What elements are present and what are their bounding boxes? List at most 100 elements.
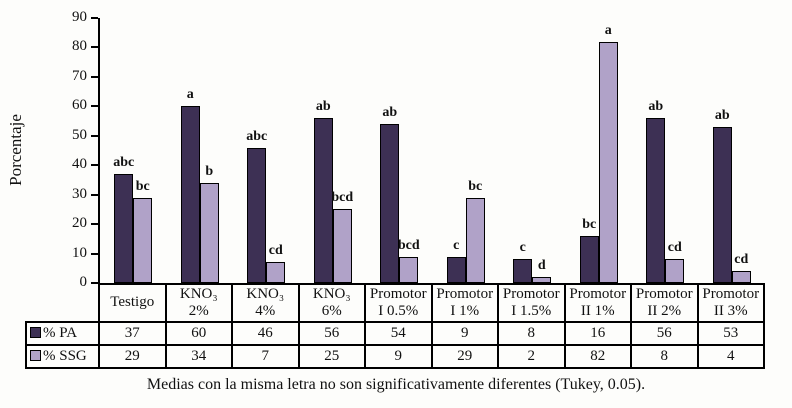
y-tick-mark [91,193,98,196]
bar-ssg [532,277,552,283]
table-row-pa: % PA 37 60 46 56 54 9 8 16 56 53 [25,320,765,346]
significance-letter: a [604,22,612,38]
y-tick-mark [91,164,98,167]
table-corner-spacer [26,284,99,322]
y-tick-mark [91,134,98,137]
y-tick-label: 40 [72,156,87,173]
category-header-cell: Promotor I 1.5% [497,283,566,323]
value-cell-pa: 60 [164,320,233,346]
value-cell-pa: 16 [563,320,632,346]
significance-letter: b [205,163,214,179]
bar-ssg [266,262,286,283]
y-tick-label: 30 [72,185,87,202]
significance-letter: d [537,258,546,274]
significance-letter: ab [382,105,398,120]
category-header-cell: Promotor I 0.5% [364,283,433,323]
value-cell-pa: 53 [696,320,765,346]
significance-letter: c [519,240,526,256]
category-header-cell: Promotor II 1% [563,283,632,323]
category-header-cell: Testigo [98,283,167,323]
bar-pa [513,259,533,283]
legend-label-pa: % PA [43,324,78,341]
bar-ssg [332,209,352,283]
legend-label-ssg: % SSG [43,347,87,364]
significance-letter: c [453,237,460,253]
category-header-cell: KNO₃ 4% [231,283,300,323]
y-tick-label: 80 [72,38,87,55]
legend-swatch-pa [30,326,41,338]
significance-letter: bc [582,216,597,232]
significance-letter: bcd [397,237,420,253]
y-tick-mark [91,252,98,255]
bar-ssg [731,271,751,283]
y-tick-mark [91,46,98,49]
bar-pa [712,126,732,283]
value-cell-ssg: 2 [497,343,566,369]
significance-letter: abc [246,128,268,144]
bar-pa [579,235,599,283]
category-header-cell: KNO₃ 2% [164,283,233,323]
y-tick-mark [91,223,98,226]
category-header-cell: KNO₃ 6% [297,283,366,323]
significance-letter: cd [734,252,749,268]
y-tick-label: 60 [72,97,87,114]
y-tick-label: 50 [72,126,87,143]
value-cell-pa: 8 [497,320,566,346]
value-cell-pa: 56 [297,320,366,346]
legend-cell-ssg: % SSG [25,343,100,369]
significance-letter: bc [468,178,483,194]
significance-letter: bc [135,178,150,194]
footnote: Medias con la misma letra no son signifi… [146,376,646,393]
y-tick-mark [91,282,98,284]
value-cell-ssg: 7 [231,343,300,369]
significance-letter: a [186,87,194,103]
bar-ssg [199,182,219,283]
significance-letter: ab [648,99,664,115]
y-tick-mark [91,75,98,78]
legend-cell-pa: % PA [25,320,100,346]
value-cell-ssg: 25 [297,343,366,369]
significance-letter: ab [315,99,331,115]
bar-pa [380,124,400,283]
bar-ssg [133,197,153,283]
bar-pa [247,147,267,283]
bar-ssg [665,259,685,283]
significance-letter: cd [268,243,283,259]
category-header-cell: Promotor II 3% [696,283,765,323]
category-header-cell: Promotor II 2% [630,283,699,323]
significance-letter: abc [113,155,135,171]
bar-pa [180,106,200,283]
plot-area: abc a abc ab ab c c bc ab ab bc b cd bcd bcd bc d a cd cd [98,18,763,283]
significance-letter: ab [714,107,730,123]
y-tick-label: 20 [72,215,87,232]
bar-pa [446,256,466,283]
bar-pa [313,118,333,283]
bar-ssg [465,197,485,283]
data-table: Testigo KNO₃ 2% KNO₃ 4% KNO₃ 6% Promotor I 0.5% P… [25,283,765,369]
y-tick-mark [91,105,98,108]
bar-ssg [399,256,419,283]
significance-letter: cd [667,240,682,256]
bar-pa [114,174,134,283]
value-cell-pa: 9 [430,320,499,346]
y-axis-title: Porcentaje [6,114,25,186]
value-cell-pa: 56 [630,320,699,346]
value-cell-ssg: 82 [563,343,632,369]
value-cell-ssg: 9 [364,343,433,369]
value-cell-ssg: 34 [164,343,233,369]
value-cell-pa: 46 [231,320,300,346]
value-cell-ssg: 29 [98,343,167,369]
value-cell-pa: 37 [98,320,167,346]
value-cell-ssg: 8 [630,343,699,369]
bar-ssg [598,41,618,283]
category-header-cell: Promotor I 1% [430,283,499,323]
value-cell-pa: 54 [364,320,433,346]
value-cell-ssg: 29 [430,343,499,369]
y-tick-label: 90 [72,9,87,25]
legend-swatch-ssg [30,349,41,361]
value-cell-ssg: 4 [696,343,765,369]
y-tick-mark [91,17,98,19]
significance-letter: bcd [331,190,354,206]
y-tick-label: 70 [72,67,87,84]
